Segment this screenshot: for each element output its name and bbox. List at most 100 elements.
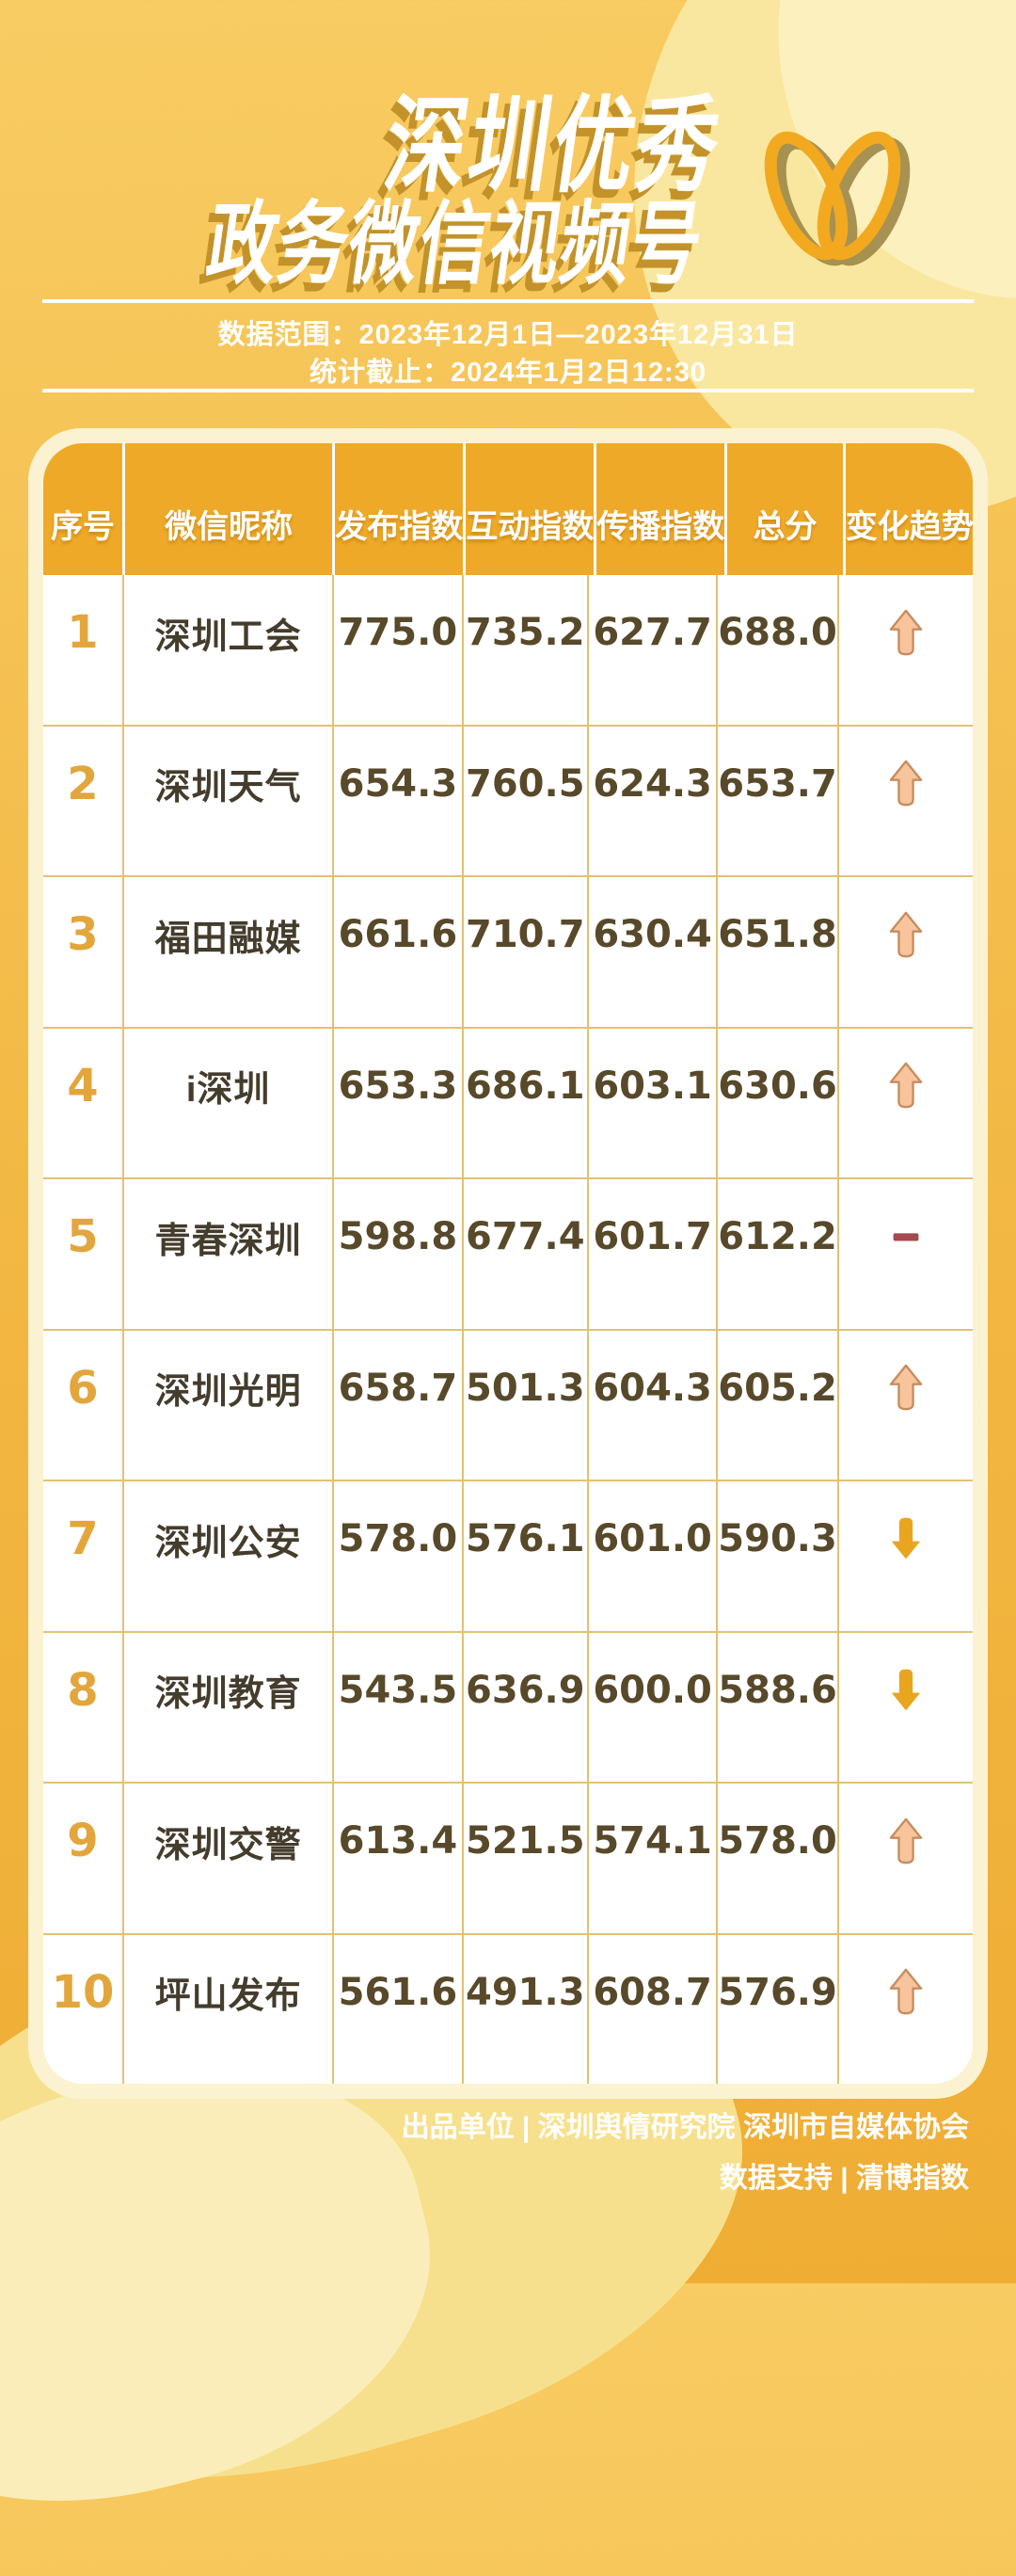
divider-line-bottom	[42, 389, 974, 392]
account-name-cell: 深圳光明	[121, 1330, 332, 1480]
interact-index-cell: 760.5	[461, 726, 587, 875]
table-row: 6 深圳光明 658.7 501.3 604.3 605.2	[43, 1328, 973, 1480]
table-row: 7 深圳公安 578.0 576.1 601.0 590.3	[43, 1480, 973, 1631]
trend-cell	[836, 1179, 973, 1329]
table-row: 5 青春深圳 598.8 677.4 601.7 612.2	[43, 1177, 973, 1329]
publish-index-cell: 661.6	[332, 877, 461, 1027]
wechat-channels-logo-icon	[764, 131, 911, 266]
trend-up-icon	[888, 1967, 924, 2017]
total-score-cell: 653.7	[716, 726, 837, 875]
trend-up-icon	[888, 608, 924, 658]
spread-index-cell: 601.0	[586, 1481, 716, 1631]
footer: 出品单位 | 深圳舆情研究院 深圳市自媒体协会 数据支持 | 清博指数	[402, 2114, 969, 2193]
publish-index-cell: 543.5	[332, 1632, 461, 1782]
spread-index-cell: 624.3	[586, 726, 716, 875]
table-row: 9 深圳交警 613.4 521.5 574.1 578.0	[43, 1782, 973, 1933]
trend-cell	[836, 1481, 973, 1631]
table-row: 8 深圳教育 543.5 636.9 600.0 588.6	[43, 1630, 973, 1782]
account-name-cell: 深圳天气	[121, 726, 332, 875]
spread-index-cell: 604.3	[586, 1330, 716, 1480]
column-header-interact: 互动指数	[463, 443, 594, 575]
trend-up-icon	[888, 1363, 924, 1413]
account-name-cell: 深圳工会	[121, 575, 332, 725]
spread-index-cell: 601.7	[586, 1179, 716, 1329]
rank-cell: 9	[67, 1815, 99, 1868]
trend-up-icon	[888, 910, 924, 960]
publish-index-cell: 613.4	[332, 1784, 461, 1933]
trend-cell	[836, 1784, 973, 1933]
total-score-cell: 590.3	[716, 1481, 837, 1631]
column-header-total: 总分	[724, 443, 842, 575]
interact-index-cell: 636.9	[461, 1632, 587, 1782]
rank-cell: 6	[67, 1361, 99, 1415]
table-row: 3 福田融媒 661.6 710.7 630.4 651.8	[43, 875, 973, 1027]
publish-index-cell: 653.3	[332, 1028, 461, 1177]
rank-cell: 8	[67, 1663, 99, 1717]
publish-index-cell: 561.6	[332, 1934, 461, 2084]
spread-index-cell: 600.0	[586, 1632, 716, 1782]
interact-index-cell: 686.1	[461, 1028, 587, 1177]
table-row: 10 坪山发布 561.6 491.3 608.7 576.9	[43, 1932, 973, 2084]
trend-up-icon	[888, 1816, 924, 1866]
divider-line-top	[42, 299, 974, 303]
trend-cell	[836, 877, 973, 1027]
interact-index-cell: 521.5	[461, 1784, 587, 1933]
total-score-cell: 578.0	[716, 1784, 837, 1933]
publish-index-cell: 598.8	[332, 1179, 461, 1329]
trend-cell	[836, 575, 973, 725]
publish-index-cell: 578.0	[332, 1481, 461, 1631]
trend-down-icon	[889, 1667, 923, 1714]
account-name-cell: 坪山发布	[121, 1934, 332, 2084]
table-body: 1 深圳工会 775.0 735.2 627.7 688.0 2 深圳天气 65…	[43, 575, 973, 2084]
rank-cell: 10	[51, 1965, 115, 2019]
column-header-trend: 变化趋势	[842, 443, 973, 575]
trend-cell	[836, 1330, 973, 1480]
column-header-spread: 传播指数	[594, 443, 724, 575]
stat-cutoff-text: 统计截止：2024年1月2日12:30	[310, 358, 706, 388]
spread-index-cell: 603.1	[586, 1028, 716, 1177]
account-name-cell: i深圳	[121, 1028, 332, 1177]
publish-index-cell: 775.0	[332, 575, 461, 725]
table-header: 序号 微信昵称 发布指数 互动指数 传播指数 总分 变化趋势	[43, 443, 973, 575]
account-name-cell: 深圳公安	[121, 1481, 332, 1631]
spread-index-cell: 630.4	[586, 877, 716, 1027]
account-name-cell: 深圳教育	[121, 1632, 332, 1782]
column-header-nickname: 微信昵称	[121, 443, 332, 575]
rank-cell: 4	[67, 1059, 99, 1112]
ranking-table: 序号 微信昵称 发布指数 互动指数 传播指数 总分 变化趋势 1 深圳工会 77…	[43, 443, 973, 2084]
spread-index-cell: 608.7	[586, 1934, 716, 2084]
interact-index-cell: 576.1	[461, 1481, 587, 1631]
ranking-card: 序号 微信昵称 发布指数 互动指数 传播指数 总分 变化趋势 1 深圳工会 77…	[28, 428, 988, 2099]
total-score-cell: 612.2	[716, 1179, 837, 1329]
column-header-publish: 发布指数	[332, 443, 463, 575]
interact-index-cell: 491.3	[461, 1934, 587, 2084]
account-name-cell: 深圳交警	[121, 1784, 332, 1933]
table-row: 2 深圳天气 654.3 760.5 624.3 653.7	[43, 724, 973, 875]
table-row: 4 i深圳 653.3 686.1 603.1 630.6	[43, 1026, 973, 1177]
total-score-cell: 651.8	[716, 877, 837, 1027]
interact-index-cell: 735.2	[461, 575, 587, 725]
trend-cell	[836, 1028, 973, 1177]
table-row: 1 深圳工会 775.0 735.2 627.7 688.0	[43, 575, 973, 725]
trend-flat-icon	[889, 1213, 923, 1260]
total-score-cell: 588.6	[716, 1632, 837, 1782]
total-score-cell: 576.9	[716, 1934, 837, 2084]
rank-cell: 7	[67, 1512, 99, 1566]
publish-index-cell: 654.3	[332, 726, 461, 875]
total-score-cell: 630.6	[716, 1028, 837, 1177]
publish-index-cell: 658.7	[332, 1330, 461, 1480]
rank-cell: 3	[67, 908, 99, 962]
account-name-cell: 福田融媒	[121, 877, 332, 1027]
trend-cell	[836, 1632, 973, 1782]
spread-index-cell: 574.1	[586, 1784, 716, 1933]
interact-index-cell: 710.7	[461, 877, 587, 1027]
trend-cell	[836, 1934, 973, 2084]
trend-cell	[836, 726, 973, 875]
trend-down-icon	[889, 1515, 923, 1562]
trend-up-icon	[888, 759, 924, 808]
interact-index-cell: 677.4	[461, 1179, 587, 1329]
rank-cell: 5	[67, 1210, 99, 1264]
column-header-rank: 序号	[50, 508, 115, 545]
interact-index-cell: 501.3	[461, 1330, 587, 1480]
total-score-cell: 688.0	[716, 575, 837, 725]
